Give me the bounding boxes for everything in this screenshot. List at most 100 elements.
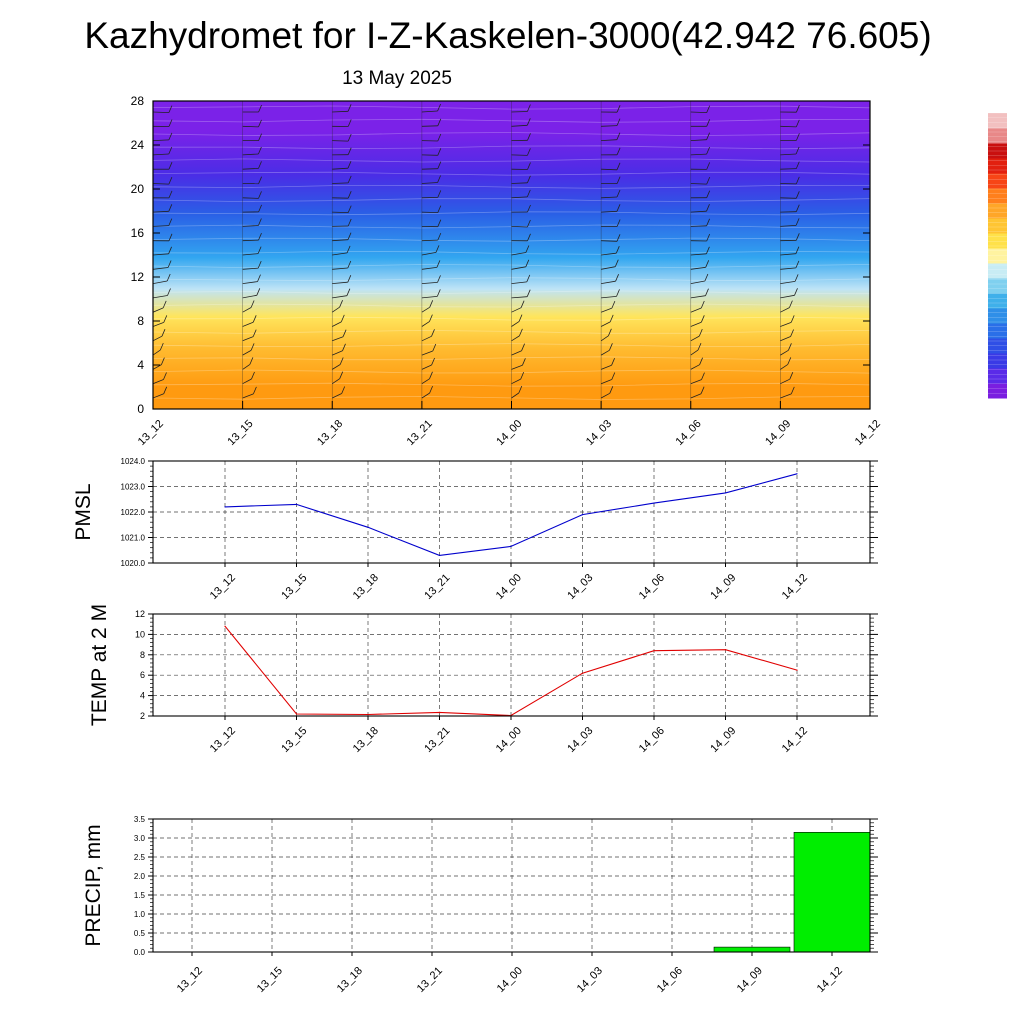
precip-y-tick-label: 3.5 [134, 815, 146, 824]
pmsl-x-tick-label: 13_18 [351, 572, 381, 602]
wind-barb-feather [886, 176, 889, 183]
pmsl-x-tick-label: 13_12 [208, 572, 238, 602]
pmsl-data-point [510, 546, 511, 547]
pmsl-data-point [439, 555, 440, 556]
wind-barb [870, 112, 886, 113]
wind-barb-feather [886, 233, 889, 240]
colorbar-swatch [988, 263, 1007, 279]
precip-bar [794, 832, 870, 952]
precip-x-tick-label: 14_12 [815, 965, 845, 995]
wind-barb [870, 351, 880, 355]
colorbar-swatch [988, 173, 1007, 189]
pmsl-y-tick-label: 1022.0 [121, 508, 146, 517]
wind-barb-feather [885, 275, 888, 282]
x-tick-label: 13_15 [225, 418, 255, 448]
y-tick-label: 8 [137, 314, 144, 328]
wind-barb-feather [886, 134, 889, 141]
colorbar-swatch [988, 278, 1007, 294]
pmsl-y-axis-title: PMSL [72, 483, 95, 540]
colorbar-swatch [988, 368, 1007, 384]
temp-plot-bg [153, 614, 870, 716]
precip-y-tick-label: 2.5 [134, 853, 146, 862]
wind-barb-feather [886, 219, 889, 226]
colorbar-swatch [988, 308, 1007, 324]
pmsl-y-tick-label: 1024.0 [121, 457, 146, 466]
wind-barb [512, 155, 528, 156]
colorbar-swatch [988, 293, 1007, 309]
wind-barb-feather [886, 205, 889, 212]
precip-y-tick-label: 0.5 [134, 929, 146, 938]
wind-barb [422, 169, 438, 170]
wind-barb [870, 337, 881, 341]
temp-data-point [725, 649, 726, 650]
x-tick-label: 14_12 [853, 418, 883, 448]
temp-x-tick-label: 14_12 [780, 725, 810, 755]
wind-barb-feather [878, 358, 881, 365]
wind-barb-feather [878, 372, 881, 379]
temp-data-point [439, 712, 440, 713]
wind-barb [332, 212, 348, 213]
temp-y-tick-label: 6 [140, 670, 145, 680]
wind-barb [870, 365, 878, 370]
x-tick-label: 13_12 [136, 418, 166, 448]
precip-y-tick-label: 1.0 [134, 910, 146, 919]
wind-barb-feather [886, 105, 889, 112]
temp-x-tick-label: 14_03 [565, 725, 595, 755]
precip-y-axis-title: PRECIP, mm [82, 824, 105, 946]
wind-barb [870, 141, 886, 142]
colorbar-swatch [988, 128, 1007, 144]
y-tick-label: 28 [131, 94, 145, 108]
precip-x-tick-label: 13_21 [415, 965, 445, 995]
wind-barb-feather [880, 315, 883, 322]
wind-barb [780, 198, 796, 199]
colorbar [988, 113, 1007, 399]
temp-data-point [296, 713, 297, 714]
wind-barb [870, 253, 885, 255]
pmsl-x-tick-label: 14_12 [780, 572, 810, 602]
precip-x-tick-label: 14_09 [735, 965, 765, 995]
crosssection-fill [153, 101, 889, 409]
y-tick-label: 4 [137, 358, 144, 372]
temp-y-axis-title: TEMP at 2 M [88, 604, 111, 726]
y-tick-label: 12 [131, 270, 145, 284]
pmsl-x-tick-label: 14_06 [637, 572, 667, 602]
precip-plot-bg [153, 819, 870, 952]
temp-data-point [582, 673, 583, 674]
temp-x-tick-label: 13_12 [208, 725, 238, 755]
pmsl-x-tick-label: 13_21 [422, 572, 452, 602]
pmsl-data-point [796, 473, 797, 474]
colorbar-swatch [988, 383, 1007, 399]
temp-x-tick-label: 14_00 [494, 725, 524, 755]
pmsl-y-tick-label: 1021.0 [121, 534, 146, 543]
x-tick-label: 13_18 [315, 418, 345, 448]
wind-barb [512, 112, 528, 113]
wind-barb-feather [880, 344, 883, 351]
temp-y-tick-label: 2 [140, 711, 145, 721]
pmsl-data-point [296, 504, 297, 505]
precip-y-tick-label: 3.0 [134, 834, 146, 843]
wind-barb-feather [881, 330, 884, 337]
x-tick-label: 14_09 [763, 418, 793, 448]
precip-x-tick-label: 14_03 [575, 965, 605, 995]
wind-barb-feather [886, 161, 889, 168]
temp-data-point [796, 670, 797, 671]
wind-barb [870, 322, 880, 327]
temp-x-tick-label: 13_15 [279, 725, 309, 755]
wind-barb-feather [884, 289, 887, 296]
pmsl-data-point [653, 503, 654, 504]
pmsl-data-point [582, 514, 583, 515]
temp-data-point [367, 714, 368, 715]
temp-data-point [224, 626, 225, 627]
colorbar-swatch [988, 218, 1007, 234]
wind-barb-feather [886, 191, 889, 198]
wind-barb-feather [885, 246, 888, 253]
page-title: Kazhydromet for I-Z-Kaskelen-3000(42.942… [84, 15, 931, 56]
precip-x-tick-label: 14_06 [655, 965, 685, 995]
colorbar-swatch [988, 188, 1007, 204]
y-tick-label: 24 [131, 138, 145, 152]
